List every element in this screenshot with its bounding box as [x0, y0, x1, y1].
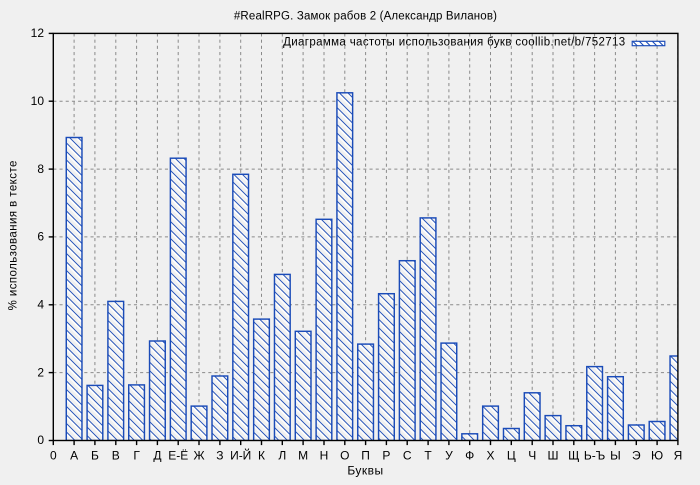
svg-text:У: У	[445, 448, 453, 462]
svg-text:Б: Б	[91, 448, 99, 462]
svg-text:Ш: Ш	[548, 448, 559, 462]
svg-text:Л: Л	[278, 448, 286, 462]
svg-text:Ж: Ж	[193, 448, 204, 462]
svg-text:Ф: Ф	[465, 448, 474, 462]
svg-text:С: С	[403, 448, 412, 462]
svg-text:Н: Н	[320, 448, 329, 462]
svg-text:Т: Т	[424, 448, 432, 462]
svg-text:К: К	[258, 448, 265, 462]
svg-text:Диаграмма частоты использовани: Диаграмма частоты использования букв coo…	[283, 37, 625, 49]
svg-text:Р: Р	[382, 448, 390, 462]
svg-text:М: М	[298, 448, 308, 462]
svg-text:0: 0	[50, 448, 57, 462]
svg-text:Е-Ё: Е-Ё	[168, 448, 188, 462]
svg-text:4: 4	[37, 298, 44, 312]
svg-text:2: 2	[37, 365, 44, 379]
svg-text:О: О	[340, 448, 349, 462]
svg-text:Ы: Ы	[610, 448, 621, 462]
svg-text:10: 10	[31, 94, 45, 108]
svg-text:П: П	[361, 448, 370, 462]
svg-text:Ц: Ц	[507, 448, 516, 462]
svg-text:А: А	[70, 448, 78, 462]
svg-text:Э: Э	[632, 448, 641, 462]
svg-text:6: 6	[37, 230, 44, 244]
svg-text:8: 8	[37, 162, 44, 176]
svg-text:Ч: Ч	[528, 448, 536, 462]
svg-text:Буквы: Буквы	[347, 463, 383, 477]
svg-text:Д: Д	[153, 448, 161, 462]
svg-text:Ь-Ъ: Ь-Ъ	[584, 448, 605, 462]
svg-text:0: 0	[37, 433, 44, 447]
svg-text:Щ: Щ	[568, 448, 579, 462]
svg-text:Х: Х	[486, 448, 494, 462]
svg-text:#RealRPG. Замок рабов 2 (Алекс: #RealRPG. Замок рабов 2 (Александр Вилан…	[234, 11, 497, 23]
svg-text:Я: Я	[674, 448, 683, 462]
svg-text:З: З	[216, 448, 223, 462]
svg-text:Г: Г	[133, 448, 140, 462]
svg-text:И-Й: И-Й	[230, 447, 251, 462]
svg-text:12: 12	[31, 26, 45, 40]
svg-text:Ю: Ю	[651, 448, 663, 462]
svg-text:В: В	[112, 448, 120, 462]
svg-text:% использования в тексте: % использования в тексте	[8, 160, 20, 310]
